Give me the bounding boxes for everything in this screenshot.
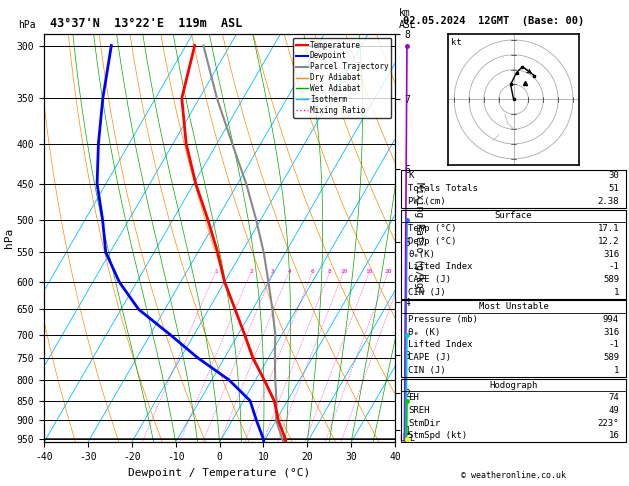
Text: CAPE (J): CAPE (J) xyxy=(408,275,451,284)
Text: 2.38: 2.38 xyxy=(598,197,619,206)
Y-axis label: Mixing Ratio (g/kg): Mixing Ratio (g/kg) xyxy=(415,182,425,294)
Text: 02.05.2024  12GMT  (Base: 00): 02.05.2024 12GMT (Base: 00) xyxy=(403,16,584,26)
Text: 223°: 223° xyxy=(598,418,619,428)
Text: PW (cm): PW (cm) xyxy=(408,197,446,206)
Text: 15: 15 xyxy=(365,269,373,274)
Text: 30: 30 xyxy=(608,172,619,180)
Text: 51: 51 xyxy=(608,184,619,193)
Text: 10: 10 xyxy=(340,269,347,274)
Text: CIN (J): CIN (J) xyxy=(408,366,446,375)
Text: SREH: SREH xyxy=(408,406,430,415)
Text: 1: 1 xyxy=(614,366,619,375)
X-axis label: Dewpoint / Temperature (°C): Dewpoint / Temperature (°C) xyxy=(128,468,311,478)
Text: 589: 589 xyxy=(603,275,619,284)
Text: -1: -1 xyxy=(608,262,619,271)
Text: 589: 589 xyxy=(603,353,619,362)
Text: 43°37'N  13°22'E  119m  ASL: 43°37'N 13°22'E 119m ASL xyxy=(50,17,243,30)
Text: CAPE (J): CAPE (J) xyxy=(408,353,451,362)
Text: 16: 16 xyxy=(608,432,619,440)
Text: 1: 1 xyxy=(614,288,619,297)
Text: 74: 74 xyxy=(608,393,619,402)
Bar xyxy=(401,300,626,377)
Text: 4: 4 xyxy=(287,269,291,274)
Y-axis label: hPa: hPa xyxy=(4,228,14,248)
Text: 17.1: 17.1 xyxy=(598,224,619,233)
Text: Surface: Surface xyxy=(495,211,532,221)
Text: © weatheronline.co.uk: © weatheronline.co.uk xyxy=(461,470,566,480)
Bar xyxy=(401,379,626,442)
Text: EH: EH xyxy=(408,393,419,402)
Text: 316: 316 xyxy=(603,250,619,259)
Text: CIN (J): CIN (J) xyxy=(408,288,446,297)
Text: km
ASL: km ASL xyxy=(399,8,416,30)
Text: 994: 994 xyxy=(603,315,619,324)
Text: LCL: LCL xyxy=(395,434,415,443)
Legend: Temperature, Dewpoint, Parcel Trajectory, Dry Adiabat, Wet Adiabat, Isotherm, Mi: Temperature, Dewpoint, Parcel Trajectory… xyxy=(294,38,391,118)
Text: Lifted Index: Lifted Index xyxy=(408,341,472,349)
Text: 8: 8 xyxy=(328,269,332,274)
Bar xyxy=(401,209,626,298)
Text: StmDir: StmDir xyxy=(408,418,440,428)
Text: 2: 2 xyxy=(249,269,253,274)
Text: θₑ(K): θₑ(K) xyxy=(408,250,435,259)
Text: -1: -1 xyxy=(608,341,619,349)
Text: K: K xyxy=(408,172,413,180)
Text: Dewp (°C): Dewp (°C) xyxy=(408,237,457,246)
Text: Totals Totals: Totals Totals xyxy=(408,184,478,193)
Text: 12.2: 12.2 xyxy=(598,237,619,246)
Text: 1: 1 xyxy=(214,269,218,274)
Text: StmSpd (kt): StmSpd (kt) xyxy=(408,432,467,440)
Text: kt: kt xyxy=(451,38,462,47)
Text: Lifted Index: Lifted Index xyxy=(408,262,472,271)
Text: Temp (°C): Temp (°C) xyxy=(408,224,457,233)
Bar xyxy=(401,170,626,208)
Text: θₑ (K): θₑ (K) xyxy=(408,328,440,337)
Text: Hodograph: Hodograph xyxy=(489,381,538,390)
Text: 6: 6 xyxy=(311,269,314,274)
Text: hPa: hPa xyxy=(18,20,35,30)
Text: Pressure (mb): Pressure (mb) xyxy=(408,315,478,324)
Text: Most Unstable: Most Unstable xyxy=(479,302,548,312)
Text: 3: 3 xyxy=(271,269,275,274)
Text: 20: 20 xyxy=(384,269,392,274)
Text: 316: 316 xyxy=(603,328,619,337)
Text: 49: 49 xyxy=(608,406,619,415)
